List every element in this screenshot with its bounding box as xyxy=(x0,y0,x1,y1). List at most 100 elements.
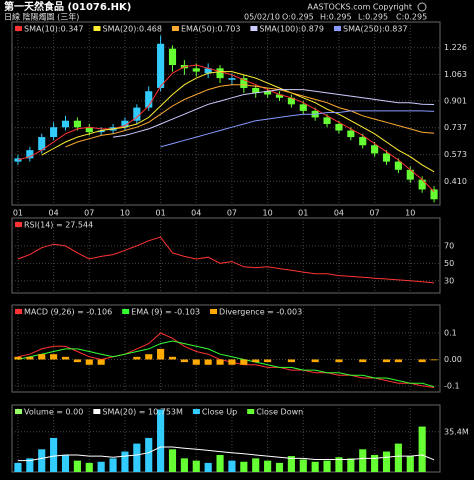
y-tick-label: 0.901 xyxy=(444,96,467,105)
bar xyxy=(228,359,236,365)
bar xyxy=(157,348,165,360)
bar xyxy=(168,449,177,472)
series-line xyxy=(160,110,435,148)
legend-label: Close Down xyxy=(256,408,303,417)
series-line xyxy=(17,332,435,388)
bar xyxy=(145,354,153,360)
legend-swatch xyxy=(93,26,101,31)
bar xyxy=(299,459,307,472)
candle-body xyxy=(323,117,331,124)
bar xyxy=(311,359,319,363)
bar xyxy=(61,356,70,360)
quote-date: 05/02/10 xyxy=(244,13,280,22)
x-tick-label: 01 xyxy=(298,209,308,218)
bar xyxy=(14,462,22,472)
bar xyxy=(180,458,188,472)
bar xyxy=(73,359,81,363)
x-tick-label: 01 xyxy=(156,209,166,218)
bar xyxy=(97,359,105,365)
bar xyxy=(145,437,153,472)
bar xyxy=(287,456,295,472)
legend-swatch xyxy=(93,409,101,414)
legend-swatch xyxy=(210,309,218,314)
legend-label: RSI(14) = 27.544 xyxy=(24,221,93,230)
legend-label: SMA(100):0.879 xyxy=(259,25,324,34)
candle-body xyxy=(38,137,46,151)
legend-swatch xyxy=(333,26,341,31)
bar xyxy=(61,454,70,472)
candle-body xyxy=(264,91,272,95)
bar xyxy=(85,359,93,365)
y-tick-label: 30 xyxy=(444,276,454,285)
quote-low: L:0.295 xyxy=(358,13,388,22)
quote-open: O:0.295 xyxy=(282,13,314,22)
x-tick-label: 01 xyxy=(13,209,23,218)
candle-body xyxy=(359,137,367,146)
y-tick-label: 1.063 xyxy=(444,70,467,79)
panel-frame xyxy=(11,404,441,473)
candle-body xyxy=(145,91,153,108)
legend-swatch xyxy=(15,222,22,227)
candle-body xyxy=(26,150,34,159)
candle-body xyxy=(347,130,355,138)
quote-high: H:0.295 xyxy=(320,13,352,22)
candle-body xyxy=(335,123,343,131)
chart-subtitle: 日線 陰陽燭圖 (三年) xyxy=(4,12,79,22)
candle-body xyxy=(204,68,212,74)
quote-close: C:0.295 xyxy=(396,13,427,22)
candle-body xyxy=(275,94,284,98)
copyright: AASTOCKS.com Copyright xyxy=(307,3,412,12)
bar xyxy=(275,462,284,472)
x-tick-label: 10 xyxy=(120,209,130,218)
bar xyxy=(73,460,81,472)
candle-body xyxy=(299,104,307,111)
series-line xyxy=(17,236,435,284)
y-tick-label: 0.737 xyxy=(444,123,467,132)
bar xyxy=(323,460,331,472)
candle-body xyxy=(50,127,58,138)
bar xyxy=(109,458,117,472)
bar xyxy=(26,458,34,472)
icon xyxy=(417,2,427,12)
legend-swatch xyxy=(247,409,255,414)
bar xyxy=(85,462,93,472)
bar xyxy=(240,461,248,472)
bar xyxy=(121,451,129,472)
legend-swatch xyxy=(122,309,130,314)
legend-label: Divergence = -0.003 xyxy=(219,308,302,317)
candle-body xyxy=(287,97,295,105)
y-tick-label: 1.226 xyxy=(444,43,467,52)
bar xyxy=(204,359,212,365)
bar xyxy=(168,356,177,360)
bar xyxy=(264,460,272,472)
bar xyxy=(216,359,224,365)
bar xyxy=(216,454,224,472)
candle-body xyxy=(371,145,379,154)
candle-body xyxy=(216,68,224,79)
y-tick-label: 35.4M xyxy=(444,427,469,436)
series-line xyxy=(17,446,435,462)
bar xyxy=(38,354,46,360)
bar xyxy=(382,359,391,363)
y-tick-label: 70 xyxy=(444,241,454,250)
candle-body xyxy=(252,87,260,93)
legend-label: EMA(50):0.703 xyxy=(181,25,240,34)
bar xyxy=(406,456,414,472)
bar xyxy=(26,356,34,360)
x-tick-label: 04 xyxy=(191,209,201,218)
bar xyxy=(371,454,379,472)
bar xyxy=(394,443,402,472)
legend-label: EMA (9) = -0.103 xyxy=(131,308,200,317)
legend-swatch xyxy=(15,309,22,314)
y-tick-label: 0.410 xyxy=(444,177,467,186)
y-tick-label: 0.1 xyxy=(444,329,457,338)
bar xyxy=(50,354,58,360)
bar xyxy=(382,451,391,472)
bar xyxy=(418,359,426,363)
legend-label: SMA(10):0.347 xyxy=(24,25,83,34)
series-line xyxy=(65,84,435,148)
series-line xyxy=(17,64,435,192)
legend-label: SMA(250):0.837 xyxy=(343,25,408,34)
